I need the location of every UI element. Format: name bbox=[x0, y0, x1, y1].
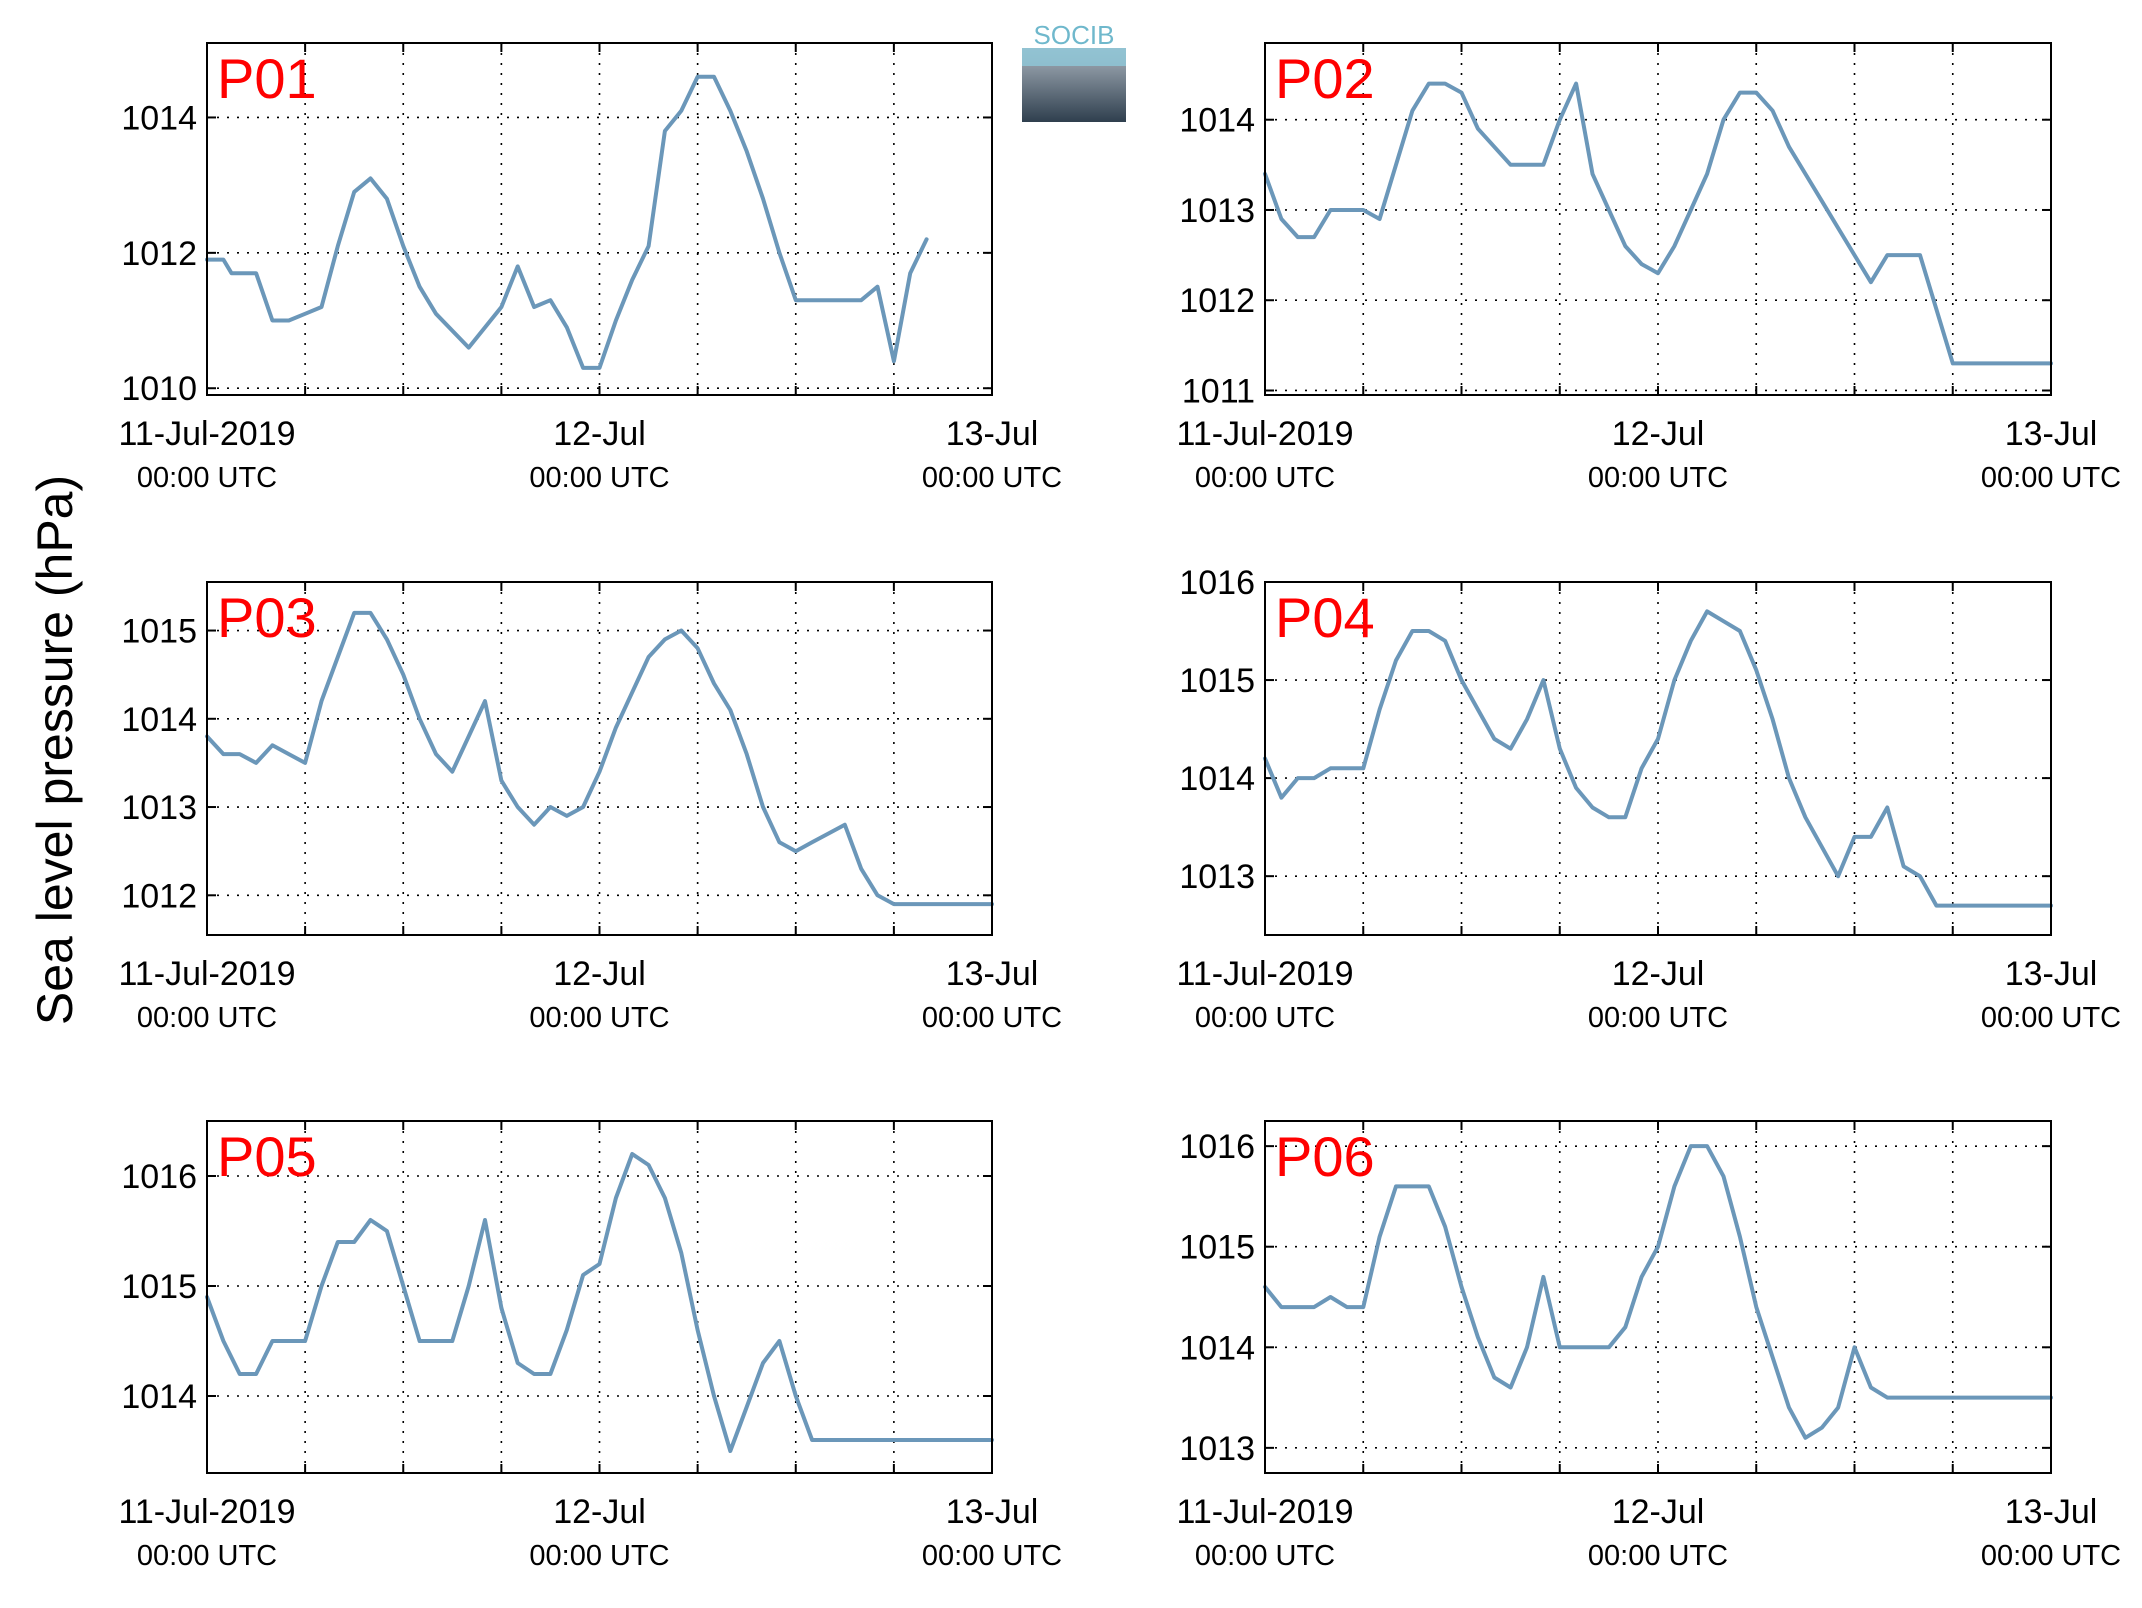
chart-panel-p06: 1013 1014 1015 1016 11-Jul-2019 00:00 UTC 12-J… bbox=[1176, 1120, 2121, 1572]
y-tick-label: 1013 bbox=[121, 789, 197, 827]
x-tick-sublabel: 00:00 UTC bbox=[529, 462, 669, 494]
panel-title: P05 bbox=[217, 1125, 317, 1188]
y-tick-label: 1016 bbox=[1179, 564, 1255, 602]
x-tick-sublabel: 00:00 UTC bbox=[922, 1002, 1062, 1034]
y-tick-label: 1012 bbox=[121, 235, 197, 273]
panel-title: P02 bbox=[1275, 47, 1375, 110]
x-tick-sublabel: 00:00 UTC bbox=[1981, 1540, 2121, 1572]
x-tick-label: 11-Jul-2019 bbox=[1176, 955, 1353, 993]
x-tick-sublabel: 00:00 UTC bbox=[1195, 462, 1335, 494]
y-tick-label: 1014 bbox=[1179, 760, 1255, 798]
ylabel: Sea level pressure (hPa) bbox=[27, 475, 83, 1025]
x-tick-label: 12-Jul bbox=[1612, 415, 1705, 453]
x-tick-sublabel: 00:00 UTC bbox=[1981, 1002, 2121, 1034]
x-tick-sublabel: 00:00 UTC bbox=[1195, 1002, 1335, 1034]
x-tick-label: 13-Jul bbox=[2005, 1493, 2098, 1531]
y-tick-label: 1013 bbox=[1179, 192, 1255, 230]
x-tick-label: 12-Jul bbox=[1612, 1493, 1705, 1531]
x-tick-label: 11-Jul-2019 bbox=[118, 955, 295, 993]
panel-title: P03 bbox=[217, 586, 317, 649]
x-tick-label: 13-Jul bbox=[946, 1493, 1039, 1531]
x-tick-label: 12-Jul bbox=[553, 415, 646, 453]
y-tick-label: 1013 bbox=[1179, 1430, 1255, 1468]
pressure-series-line bbox=[205, 74, 929, 370]
x-tick-label: 11-Jul-2019 bbox=[118, 1493, 295, 1531]
y-tick-label: 1015 bbox=[121, 1268, 197, 1306]
y-tick-label: 1014 bbox=[121, 701, 197, 739]
x-tick-sublabel: 00:00 UTC bbox=[1588, 1540, 1728, 1572]
y-tick-label: 1015 bbox=[1179, 1229, 1255, 1267]
x-tick-sublabel: 00:00 UTC bbox=[922, 462, 1062, 494]
pressure-series-line bbox=[205, 1152, 994, 1453]
x-tick-sublabel: 00:00 UTC bbox=[529, 1540, 669, 1572]
plot-frame bbox=[1264, 1120, 2052, 1474]
y-tick-label: 1014 bbox=[1179, 102, 1255, 140]
x-tick-label: 13-Jul bbox=[2005, 415, 2098, 453]
plot-frame bbox=[206, 581, 993, 936]
x-tick-label: 11-Jul-2019 bbox=[1176, 415, 1353, 453]
y-tick-label: 1010 bbox=[121, 370, 197, 408]
plot-frame bbox=[1264, 42, 2052, 396]
chart-panel-p05: 1014 1015 1016 11-Jul-2019 00:00 UTC 12-Jul 00… bbox=[118, 1120, 1062, 1572]
plot-frame bbox=[1264, 581, 2052, 936]
y-tick-label: 1012 bbox=[1179, 282, 1255, 320]
x-tick-label: 12-Jul bbox=[553, 955, 646, 993]
plot-frame bbox=[206, 42, 993, 396]
y-tick-label: 1012 bbox=[121, 877, 197, 915]
x-tick-sublabel: 00:00 UTC bbox=[1195, 1540, 1335, 1572]
pressure-series-line bbox=[1263, 609, 2053, 908]
x-tick-sublabel: 00:00 UTC bbox=[1588, 1002, 1728, 1034]
x-tick-sublabel: 00:00 UTC bbox=[137, 1002, 277, 1034]
y-tick-label: 1011 bbox=[1182, 372, 1255, 410]
socib-logo-text: SOCIB bbox=[1034, 20, 1115, 50]
x-tick-label: 12-Jul bbox=[1612, 955, 1705, 993]
panel-title: P06 bbox=[1275, 1125, 1375, 1188]
chart-panel-p01: 1010 1012 1014 11-Jul-2019 00:00 UTC 12-Jul 00… bbox=[118, 42, 1062, 494]
x-tick-sublabel: 00:00 UTC bbox=[529, 1002, 669, 1034]
y-tick-label: 1014 bbox=[121, 99, 197, 137]
plot-frame bbox=[206, 1120, 993, 1474]
x-tick-label: 11-Jul-2019 bbox=[1176, 1493, 1353, 1531]
x-tick-sublabel: 00:00 UTC bbox=[1981, 462, 2121, 494]
x-tick-label: 11-Jul-2019 bbox=[118, 415, 295, 453]
y-tick-label: 1013 bbox=[1179, 858, 1255, 896]
x-tick-sublabel: 00:00 UTC bbox=[922, 1540, 1062, 1572]
x-tick-label: 13-Jul bbox=[946, 955, 1039, 993]
pressure-series-line bbox=[205, 610, 994, 907]
panel-title: P01 bbox=[217, 47, 317, 110]
y-tick-label: 1015 bbox=[121, 613, 197, 651]
chart-panel-p04: 1013 1014 1015 1016 11-Jul-2019 00:00 UTC 12-J… bbox=[1176, 564, 2121, 1034]
x-tick-sublabel: 00:00 UTC bbox=[137, 1540, 277, 1572]
chart-panel-p03: 1012 1013 1014 1015 11-Jul-2019 00:00 UTC 12-J… bbox=[118, 581, 1062, 1034]
y-tick-label: 1015 bbox=[1179, 662, 1255, 700]
pressure-series-line bbox=[1263, 81, 2053, 366]
pressure-series-line bbox=[1263, 1144, 2053, 1440]
x-tick-sublabel: 00:00 UTC bbox=[137, 462, 277, 494]
y-tick-label: 1016 bbox=[1179, 1128, 1255, 1166]
y-tick-label: 1016 bbox=[121, 1158, 197, 1196]
y-tick-label: 1014 bbox=[1179, 1329, 1255, 1367]
x-tick-label: 12-Jul bbox=[553, 1493, 646, 1531]
y-tick-label: 1014 bbox=[121, 1378, 197, 1416]
panel-title: P04 bbox=[1275, 586, 1375, 649]
x-tick-sublabel: 00:00 UTC bbox=[1588, 462, 1728, 494]
x-tick-label: 13-Jul bbox=[2005, 955, 2098, 993]
chart-panel-p02: 1011 1012 1013 1014 11-Jul-2019 00:00 UTC 12-J… bbox=[1176, 42, 2121, 494]
x-tick-label: 13-Jul bbox=[946, 415, 1039, 453]
socib-logo: SOCIB bbox=[1022, 20, 1126, 122]
